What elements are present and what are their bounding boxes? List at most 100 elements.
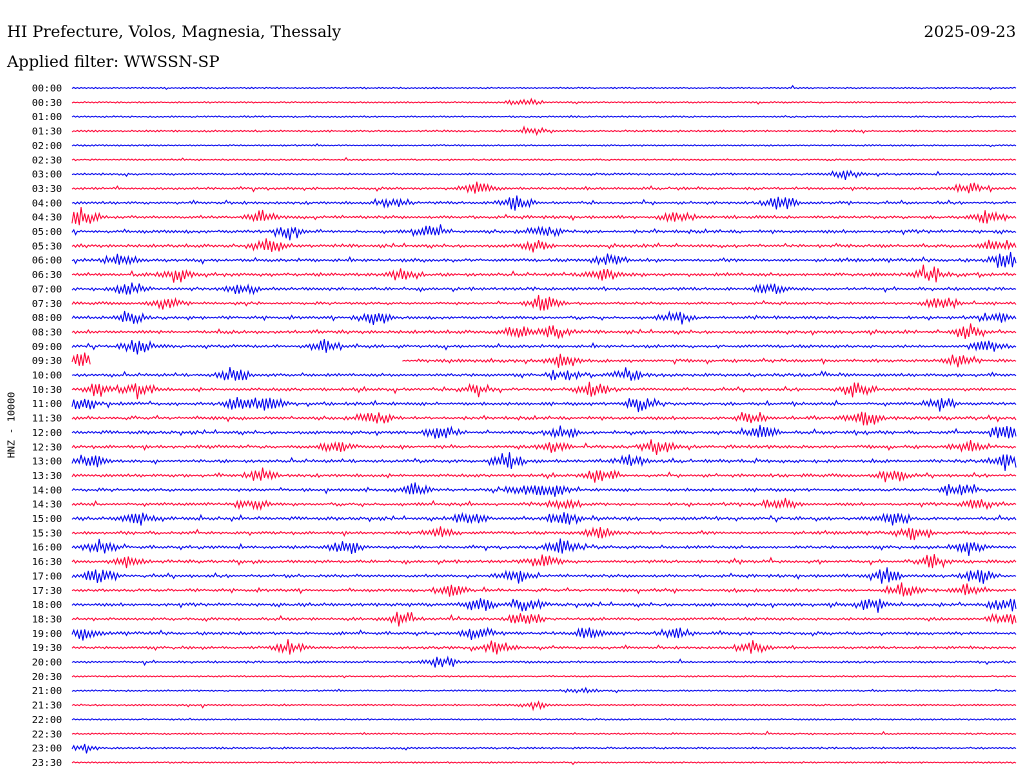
trace-line — [71, 352, 1017, 368]
time-tick-label: 20:00 — [32, 658, 62, 669]
trace-line — [71, 114, 1017, 119]
trace-line — [71, 381, 1017, 400]
trace-line — [71, 686, 1017, 694]
time-tick-label: 15:00 — [32, 514, 62, 525]
time-tick-label: 18:00 — [32, 600, 62, 611]
trace-line — [71, 655, 1017, 668]
time-tick-label: 12:00 — [32, 428, 62, 439]
time-tick-label: 10:00 — [32, 371, 62, 382]
time-tick-label: 18:30 — [32, 614, 62, 625]
time-tick-label: 00:00 — [32, 84, 62, 95]
trace-line — [71, 224, 1017, 241]
time-tick-label: 15:30 — [32, 528, 62, 539]
time-tick-label: 04:30 — [32, 213, 62, 224]
trace-line — [71, 439, 1017, 455]
time-tick-label: 17:00 — [32, 571, 62, 582]
time-tick-label: 01:30 — [32, 127, 62, 138]
station-title: HI Prefecture, Volos, Magnesia, Thessaly — [7, 22, 342, 41]
time-tick-label: 00:30 — [32, 98, 62, 109]
trace-line — [71, 567, 1017, 584]
trace-line — [71, 310, 1017, 325]
time-tick-label: 06:00 — [32, 256, 62, 267]
trace-line — [71, 717, 1017, 721]
time-tick-label: 07:30 — [32, 299, 62, 310]
trace-line — [71, 482, 1017, 497]
trace-line — [71, 143, 1017, 148]
trace-line — [71, 181, 1017, 194]
time-tick-label: 23:00 — [32, 744, 62, 755]
time-tick-label: 22:00 — [32, 715, 62, 726]
time-tick-label: 21:00 — [32, 686, 62, 697]
time-tick-label: 14:30 — [32, 500, 62, 511]
time-tick-label: 19:30 — [32, 643, 62, 654]
trace-line — [71, 452, 1017, 472]
time-tick-label: 08:00 — [32, 313, 62, 324]
trace-line — [71, 207, 1017, 226]
time-tick-label: 16:30 — [32, 557, 62, 568]
trace-line — [71, 424, 1017, 439]
filter-label: Applied filter: WWSSN-SP — [7, 52, 220, 71]
trace-line — [71, 397, 1017, 413]
time-tick-label: 19:00 — [32, 629, 62, 640]
time-tick-label: 05:00 — [32, 227, 62, 238]
time-tick-label: 14:00 — [32, 485, 62, 496]
trace-line — [71, 156, 1017, 162]
trace-line — [71, 251, 1017, 268]
trace-line — [71, 125, 1017, 137]
time-tick-label: 11:00 — [32, 399, 62, 410]
trace-line — [71, 323, 1017, 339]
time-tick-label: 09:30 — [32, 356, 62, 367]
trace-line — [71, 84, 1017, 91]
trace-line — [71, 339, 1017, 355]
time-tick-label: 05:30 — [32, 241, 62, 252]
trace-line — [71, 467, 1017, 483]
trace-line — [71, 511, 1017, 526]
trace-line — [71, 238, 1017, 253]
trace-line — [71, 554, 1017, 569]
trace-line — [71, 411, 1017, 426]
time-tick-label: 10:30 — [32, 385, 62, 396]
trace-line — [71, 639, 1017, 655]
time-tick-label: 09:00 — [32, 342, 62, 353]
date-label: 2025-09-23 — [923, 22, 1016, 41]
time-tick-label: 13:30 — [32, 471, 62, 482]
trace-line — [71, 582, 1017, 597]
trace-line — [71, 730, 1017, 736]
trace-line — [71, 264, 1017, 283]
time-tick-label: 12:30 — [32, 442, 62, 453]
time-tick-label: 20:30 — [32, 672, 62, 683]
trace-line — [71, 169, 1017, 181]
trace-line — [71, 497, 1017, 511]
trace-line — [71, 195, 1017, 211]
time-tick-label: 07:00 — [32, 284, 62, 295]
trace-line — [71, 700, 1017, 712]
time-tick-label: 21:30 — [32, 701, 62, 712]
trace-line — [71, 598, 1017, 613]
trace-line — [71, 760, 1017, 766]
trace-line — [71, 611, 1017, 627]
time-tick-label: 01:00 — [32, 112, 62, 123]
time-tick-label: 11:30 — [32, 414, 62, 425]
trace-line — [71, 743, 1017, 754]
trace-line — [71, 674, 1017, 679]
time-tick-label: 16:00 — [32, 543, 62, 554]
time-tick-label: 04:00 — [32, 198, 62, 209]
time-tick-label: 08:30 — [32, 327, 62, 338]
trace-line — [71, 538, 1017, 556]
time-tick-label: 22:30 — [32, 729, 62, 740]
trace-line — [71, 367, 1017, 382]
trace-line — [71, 294, 1017, 311]
time-tick-label: 17:30 — [32, 586, 62, 597]
time-tick-label: 06:30 — [32, 270, 62, 281]
trace-line — [71, 282, 1017, 296]
time-tick-label: 02:30 — [32, 155, 62, 166]
time-tick-label: 13:00 — [32, 457, 62, 468]
time-tick-label: 23:30 — [32, 758, 62, 769]
trace-line — [71, 626, 1017, 641]
time-tick-label: 03:00 — [32, 170, 62, 181]
trace-line — [71, 97, 1017, 106]
time-tick-label: 02:00 — [32, 141, 62, 152]
time-tick-label: 03:30 — [32, 184, 62, 195]
trace-line — [71, 526, 1017, 541]
